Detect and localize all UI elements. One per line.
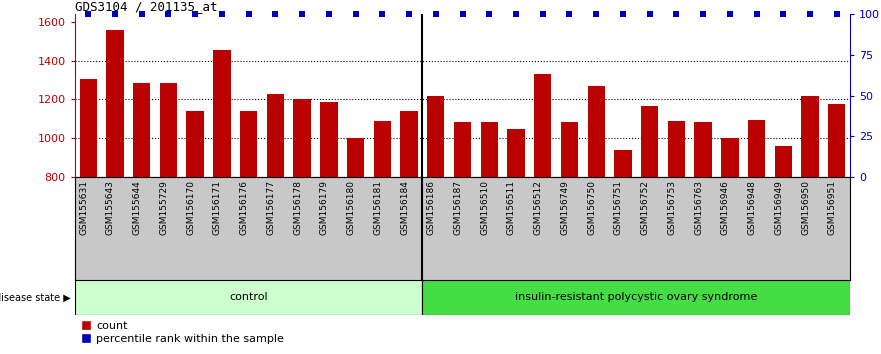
Bar xyxy=(588,86,605,332)
Text: GSM156181: GSM156181 xyxy=(374,180,382,235)
Text: GSM155643: GSM155643 xyxy=(106,180,115,235)
Bar xyxy=(641,106,658,332)
Text: GSM156750: GSM156750 xyxy=(588,180,596,235)
Bar xyxy=(267,94,284,332)
Text: GSM156752: GSM156752 xyxy=(640,180,649,235)
Text: GDS3104 / 201135_at: GDS3104 / 201135_at xyxy=(75,0,218,13)
Text: GSM156751: GSM156751 xyxy=(614,180,623,235)
Text: GSM156177: GSM156177 xyxy=(266,180,276,235)
Text: GSM156187: GSM156187 xyxy=(454,180,463,235)
Bar xyxy=(722,138,738,332)
Text: GSM156171: GSM156171 xyxy=(213,180,222,235)
Text: GSM156950: GSM156950 xyxy=(801,180,810,235)
Bar xyxy=(828,104,846,332)
Text: GSM156763: GSM156763 xyxy=(694,180,703,235)
Text: GSM156178: GSM156178 xyxy=(293,180,302,235)
Bar xyxy=(293,99,311,332)
Text: GSM156180: GSM156180 xyxy=(346,180,356,235)
Bar xyxy=(694,122,712,332)
Bar xyxy=(400,111,418,332)
Text: GSM156946: GSM156946 xyxy=(721,180,729,235)
Bar xyxy=(561,122,578,332)
Bar xyxy=(240,111,257,332)
Text: GSM156176: GSM156176 xyxy=(240,180,248,235)
Text: GSM156170: GSM156170 xyxy=(186,180,196,235)
Bar xyxy=(427,96,445,332)
Text: GSM156749: GSM156749 xyxy=(560,180,569,235)
Bar xyxy=(748,120,766,332)
Text: GSM156179: GSM156179 xyxy=(320,180,329,235)
Text: GSM156949: GSM156949 xyxy=(774,180,783,235)
Bar xyxy=(774,146,792,332)
Bar xyxy=(187,111,204,332)
Text: GSM155644: GSM155644 xyxy=(133,180,142,235)
Bar xyxy=(422,280,850,315)
Text: GSM155729: GSM155729 xyxy=(159,180,168,235)
Bar xyxy=(159,83,177,332)
Bar xyxy=(213,50,231,332)
Text: GSM156511: GSM156511 xyxy=(507,180,516,235)
Bar xyxy=(79,79,97,332)
Bar xyxy=(802,96,818,332)
Bar xyxy=(614,150,632,332)
Bar xyxy=(75,280,422,315)
Text: insulin-resistant polycystic ovary syndrome: insulin-resistant polycystic ovary syndr… xyxy=(515,292,758,302)
Bar xyxy=(534,74,552,332)
Text: GSM156184: GSM156184 xyxy=(400,180,409,235)
Text: GSM156948: GSM156948 xyxy=(748,180,757,235)
Bar xyxy=(507,129,525,332)
Text: disease state ▶: disease state ▶ xyxy=(0,292,70,302)
Bar xyxy=(454,122,471,332)
Legend: count, percentile rank within the sample: count, percentile rank within the sample xyxy=(80,321,284,344)
Text: control: control xyxy=(229,292,268,302)
Bar xyxy=(480,122,498,332)
Bar xyxy=(107,30,123,332)
Bar xyxy=(133,83,151,332)
Text: GSM156186: GSM156186 xyxy=(426,180,436,235)
Text: GSM156512: GSM156512 xyxy=(534,180,543,235)
Bar xyxy=(374,121,391,332)
Text: GSM156951: GSM156951 xyxy=(828,180,837,235)
Text: GSM155631: GSM155631 xyxy=(79,180,88,235)
Bar xyxy=(347,138,364,332)
Bar xyxy=(668,121,685,332)
Bar xyxy=(320,102,337,332)
Text: GSM156753: GSM156753 xyxy=(668,180,677,235)
Text: GSM156510: GSM156510 xyxy=(480,180,489,235)
